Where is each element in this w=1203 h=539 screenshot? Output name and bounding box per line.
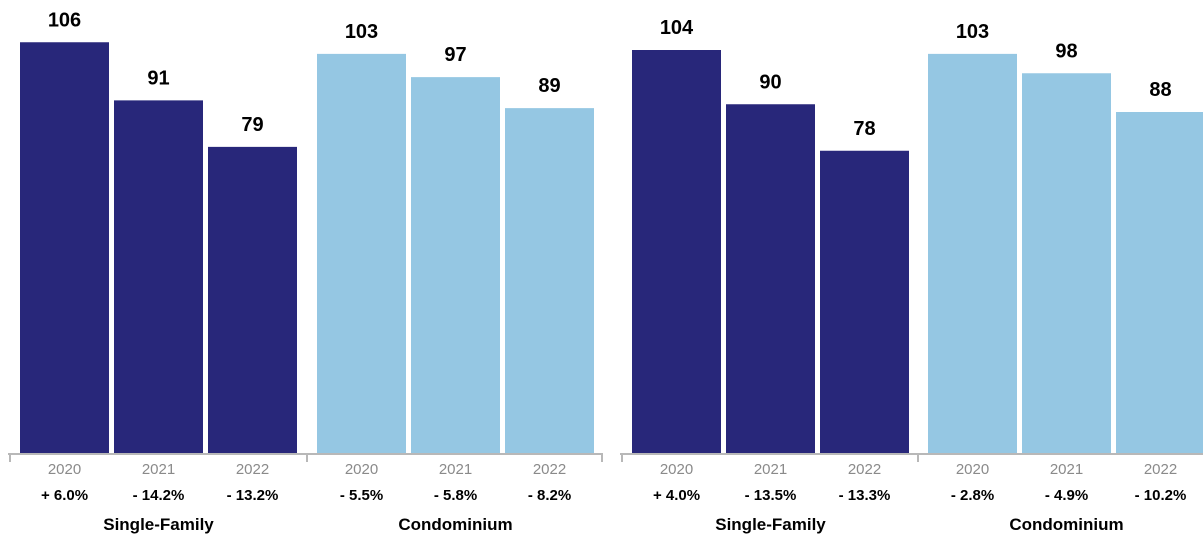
x-tick-label: 2021 <box>1050 461 1083 478</box>
x-tick-label: 2021 <box>142 461 175 478</box>
data-label: 79 <box>241 114 263 136</box>
x-tick-label: 2022 <box>533 461 566 478</box>
group-label: Single-Family <box>103 515 214 534</box>
data-label: 106 <box>48 9 81 31</box>
x-tick-label: 2021 <box>439 461 472 478</box>
x-tick-label: 2022 <box>236 461 269 478</box>
bar <box>505 108 594 453</box>
percent-change-label: - 5.8% <box>434 487 477 504</box>
percent-change-label: - 13.2% <box>227 487 279 504</box>
bar <box>114 100 203 453</box>
percent-change-label: - 14.2% <box>133 487 185 504</box>
bar <box>632 50 721 453</box>
data-label: 88 <box>1149 79 1171 101</box>
percent-change-label: - 8.2% <box>528 487 571 504</box>
data-label: 91 <box>147 67 169 89</box>
data-label: 104 <box>660 17 694 39</box>
x-tick-label: 2020 <box>345 461 378 478</box>
data-label: 98 <box>1055 40 1077 62</box>
bar <box>928 53 1017 453</box>
data-label: 97 <box>444 44 466 66</box>
percent-change-label: + 4.0% <box>653 487 700 504</box>
bar <box>317 53 406 453</box>
percent-change-label: - 13.3% <box>839 487 891 504</box>
data-label: 103 <box>345 21 378 43</box>
bar <box>20 42 109 453</box>
bar <box>1116 112 1203 453</box>
data-label: 90 <box>759 71 781 93</box>
percent-change-label: - 13.5% <box>745 487 797 504</box>
bar <box>820 150 909 453</box>
x-tick-label: 2021 <box>754 461 787 478</box>
data-label: 78 <box>853 118 875 140</box>
x-tick-label: 2020 <box>48 461 81 478</box>
percent-change-label: - 5.5% <box>340 487 383 504</box>
bar <box>411 77 500 453</box>
group-label: Condominium <box>398 515 512 534</box>
x-tick-label: 2022 <box>1144 461 1177 478</box>
bar <box>726 104 815 453</box>
data-label: 103 <box>956 21 989 43</box>
percent-change-label: + 6.0% <box>41 487 88 504</box>
percent-change-label: - 10.2% <box>1135 487 1187 504</box>
percent-change-label: - 4.9% <box>1045 487 1088 504</box>
bar <box>208 146 297 453</box>
group-label: Single-Family <box>715 515 826 534</box>
percent-change-label: - 2.8% <box>951 487 994 504</box>
x-tick-label: 2020 <box>660 461 693 478</box>
data-label: 89 <box>538 75 560 97</box>
bar <box>1022 73 1111 453</box>
group-label: Condominium <box>1009 515 1123 534</box>
x-tick-label: 2020 <box>956 461 989 478</box>
x-tick-label: 2022 <box>848 461 881 478</box>
